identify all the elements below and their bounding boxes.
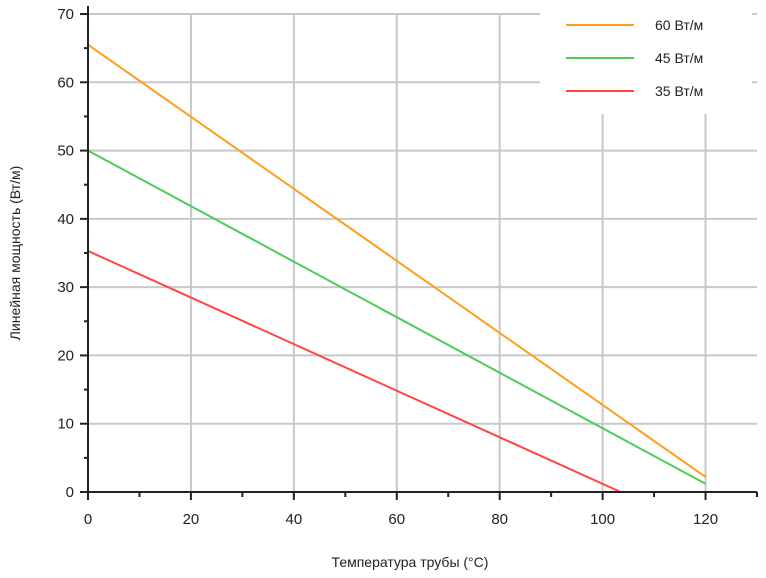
legend: 60 Вт/м 45 Вт/м 35 Вт/м <box>566 17 703 99</box>
x-tick-label: 80 <box>491 511 508 528</box>
axes: 0 10 20 30 40 50 60 70 0 20 40 60 80 100 120 <box>57 6 758 528</box>
series-lines <box>87 43 707 493</box>
y-tick-label: 70 <box>57 6 74 23</box>
x-tick-label: 20 <box>183 511 200 528</box>
legend-label: 35 Вт/м <box>655 83 703 99</box>
x-tick-label: 40 <box>286 511 303 528</box>
series-line-2 <box>87 149 707 485</box>
x-tick-label: 120 <box>693 511 718 528</box>
legend-label: 45 Вт/м <box>655 50 703 66</box>
y-tick-label: 20 <box>57 347 74 364</box>
y-tick-label: 0 <box>66 484 74 501</box>
x-tick-label: 60 <box>388 511 405 528</box>
y-tick-label: 10 <box>57 416 74 433</box>
y-tick-label: 60 <box>57 74 74 91</box>
y-tick-label: 50 <box>57 143 74 160</box>
series-line-1 <box>87 43 707 478</box>
legend-label: 60 Вт/м <box>655 17 703 33</box>
x-tick-label: 100 <box>590 511 615 528</box>
x-tick-label: 0 <box>84 511 92 528</box>
y-tick-label: 40 <box>57 211 74 228</box>
x-axis-label: Температура трубы (°C) <box>332 554 489 570</box>
y-tick-label: 30 <box>57 279 74 296</box>
y-axis-label: Линейная мощность (Вт/м) <box>7 166 23 341</box>
series-line-3 <box>87 250 622 493</box>
